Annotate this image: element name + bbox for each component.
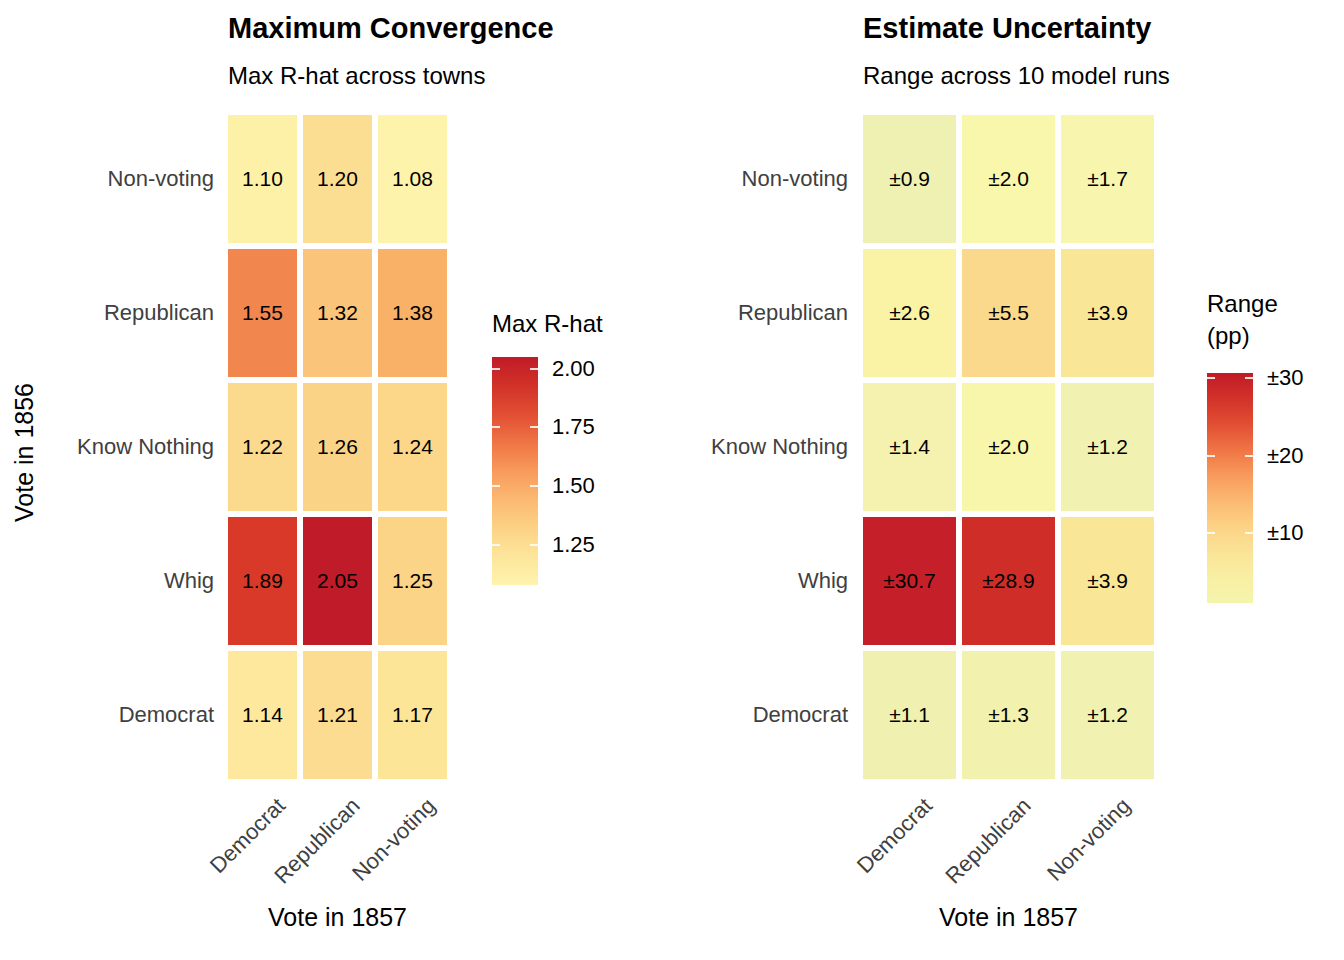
heatmap-cell: 1.14	[228, 651, 297, 779]
heatmap-cell: ±1.7	[1061, 115, 1154, 243]
heatmap-cell: ±1.2	[1061, 383, 1154, 511]
heatmap-cell: ±1.1	[863, 651, 956, 779]
heatmap-cell: 1.55	[228, 249, 297, 377]
heatmap-cell: ±0.9	[863, 115, 956, 243]
legend-colorbar	[492, 357, 538, 585]
heatmap-cell: ±3.9	[1061, 517, 1154, 645]
y-axis-label: Know Nothing	[0, 434, 214, 460]
legend-tick-mark	[492, 368, 500, 370]
legend-tick-mark	[530, 485, 538, 487]
heatmap-cell: ±1.3	[962, 651, 1055, 779]
heatmap-cell: 1.22	[228, 383, 297, 511]
heatmap-cell: ±30.7	[863, 517, 956, 645]
heatmap-cell: ±1.2	[1061, 651, 1154, 779]
heatmap-cell: ±5.5	[962, 249, 1055, 377]
legend-title-line: Range	[1207, 288, 1278, 320]
y-axis-label: Non-voting	[0, 166, 214, 192]
x-axis-label: Republican	[941, 793, 1037, 889]
heatmap-cell: 1.08	[378, 115, 447, 243]
legend-tick-mark	[530, 426, 538, 428]
plot-subtitle: Range across 10 model runs	[863, 62, 1170, 90]
legend-tick-mark	[1245, 377, 1253, 379]
legend-tick-mark	[1207, 455, 1215, 457]
y-axis-label: Democrat	[0, 702, 214, 728]
heatmap-cell: 1.89	[228, 517, 297, 645]
x-axis-title: Vote in 1857	[228, 903, 447, 932]
legend-tick-mark	[492, 426, 500, 428]
heatmap-cell: 1.17	[378, 651, 447, 779]
plot-title: Estimate Uncertainty	[863, 12, 1152, 45]
y-axis-label: Democrat	[672, 702, 848, 728]
heatmap-cell: 1.21	[303, 651, 372, 779]
heatmap-cell: 1.20	[303, 115, 372, 243]
legend-tick-mark	[530, 544, 538, 546]
heatmap-cell: 1.26	[303, 383, 372, 511]
plot-subtitle: Max R-hat across towns	[228, 62, 485, 90]
heatmap-cell: 1.25	[378, 517, 447, 645]
legend-colorbar	[1207, 373, 1253, 603]
legend-tick-label: ±20	[1267, 443, 1304, 469]
legend-tick-label: 1.75	[552, 414, 595, 440]
y-axis-label: Whig	[0, 568, 214, 594]
heatmap-cell: 1.10	[228, 115, 297, 243]
legend-tick-mark	[530, 368, 538, 370]
legend-tick-mark	[492, 485, 500, 487]
legend-tick-mark	[1245, 532, 1253, 534]
y-axis-label: Non-voting	[672, 166, 848, 192]
heatmap-cell: 1.32	[303, 249, 372, 377]
panel-estimate-uncertainty: Estimate Uncertainty Range across 10 mod…	[672, 0, 1344, 960]
heatmap-cell: ±2.0	[962, 115, 1055, 243]
heatmap-cell: 1.38	[378, 249, 447, 377]
legend-tick-label: 2.00	[552, 356, 595, 382]
y-axis-label: Republican	[672, 300, 848, 326]
heatmap-cell: 2.05	[303, 517, 372, 645]
heatmap-cell: ±1.4	[863, 383, 956, 511]
legend-tick-label: ±10	[1267, 520, 1304, 546]
legend-tick-mark	[492, 544, 500, 546]
heatmap-cell: ±2.6	[863, 249, 956, 377]
heatmap-cell: 1.24	[378, 383, 447, 511]
legend-title-line: Max R-hat	[492, 308, 603, 340]
x-axis-label: Non-voting	[1042, 793, 1136, 887]
y-axis-label: Know Nothing	[672, 434, 848, 460]
heatmap-cell: ±2.0	[962, 383, 1055, 511]
panel-maximum-convergence: Maximum Convergence Max R-hat across tow…	[0, 0, 672, 960]
legend-title: Max R-hat	[492, 308, 603, 340]
legend-tick-label: 1.50	[552, 473, 595, 499]
heatmap-cell: ±28.9	[962, 517, 1055, 645]
x-axis-title: Vote in 1857	[863, 903, 1154, 932]
legend-title-line: (pp)	[1207, 320, 1278, 352]
legend-title: Range(pp)	[1207, 288, 1278, 351]
legend-tick-label: ±30	[1267, 365, 1304, 391]
y-axis-label: Whig	[672, 568, 848, 594]
legend-tick-mark	[1207, 532, 1215, 534]
legend-tick-mark	[1245, 455, 1253, 457]
plot-title: Maximum Convergence	[228, 12, 554, 45]
y-axis-label: Republican	[0, 300, 214, 326]
heatmap-cell: ±3.9	[1061, 249, 1154, 377]
x-axis-label: Democrat	[852, 793, 938, 879]
legend-tick-mark	[1207, 377, 1215, 379]
legend-tick-label: 1.25	[552, 532, 595, 558]
